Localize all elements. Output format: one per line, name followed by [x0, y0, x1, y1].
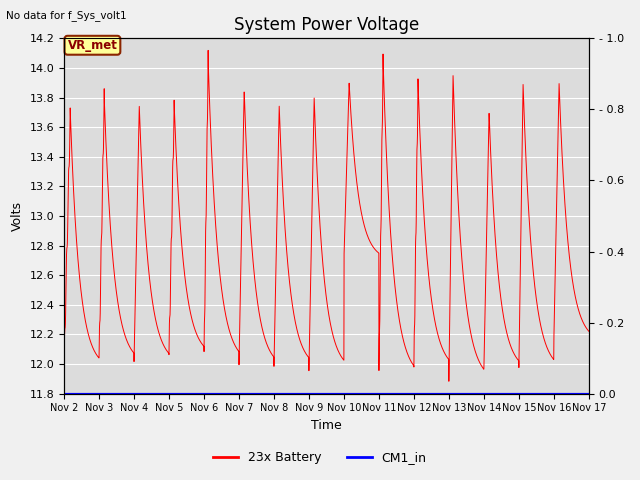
Legend: 23x Battery, CM1_in: 23x Battery, CM1_in — [208, 446, 432, 469]
Title: System Power Voltage: System Power Voltage — [234, 16, 419, 34]
X-axis label: Time: Time — [311, 419, 342, 432]
Text: VR_met: VR_met — [67, 39, 117, 52]
Y-axis label: Volts: Volts — [11, 201, 24, 231]
Text: No data for f_Sys_volt1: No data for f_Sys_volt1 — [6, 10, 127, 21]
